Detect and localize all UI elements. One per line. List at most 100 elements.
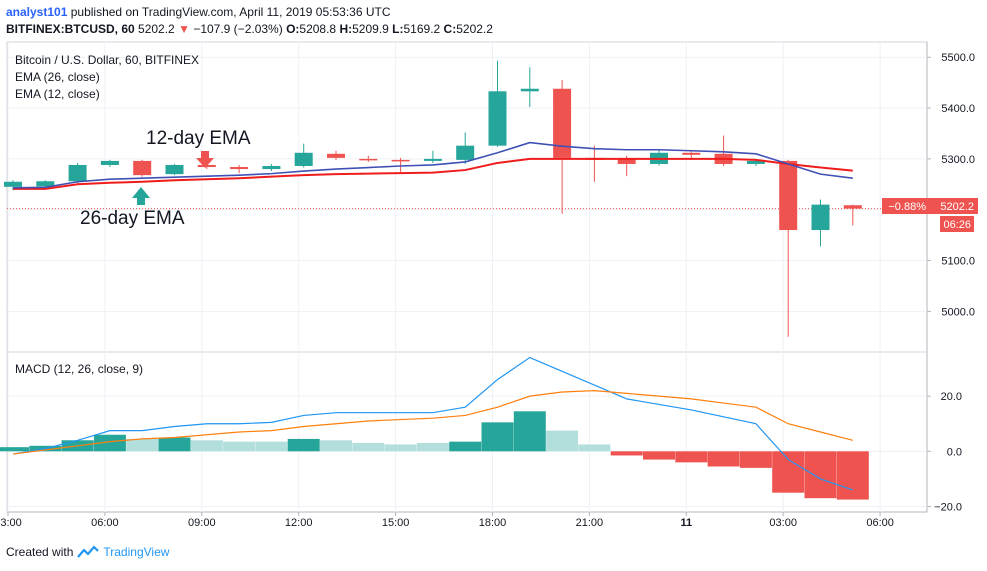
macd-histogram-bar [707,451,740,467]
macd-histogram [0,411,869,500]
publish-text: published on TradingView.com, April 11, … [70,5,391,19]
candle-body [423,158,442,161]
candle-body [520,88,539,92]
annotation-ema26: 26-day EMA [80,208,185,229]
candle-body [746,160,765,164]
symbol: BITFINEX:BTCUSD, 60 [6,22,135,36]
ohlc-line: BITFINEX:BTCUSD, 60 5202.2 ▼ −107.9 (−2.… [6,22,493,36]
macd-histogram-bar [481,422,514,452]
annotation-ema12: 12-day EMA [146,128,251,149]
macd-histogram-bar [836,451,869,500]
candle-body [327,153,345,158]
macd-histogram-bar [675,451,708,463]
open-label: O: [286,22,300,36]
candle-body [488,91,507,146]
publish-line: analyst101 published on TradingView.com,… [6,5,391,19]
price-badge [930,198,978,214]
high-label: H: [339,22,353,36]
candle-body [68,164,87,182]
macd-histogram-bar [320,440,352,452]
price-tick-label: 5400.0 [941,103,975,115]
macd-histogram-bar [772,451,805,493]
ema-series [12,141,853,190]
close-value: 5202.2 [456,22,493,36]
created-with-text: Created with [6,545,74,559]
up-arrow-icon [132,187,150,205]
time-tick-label: 06:00 [91,517,119,529]
macd-histogram-bar [610,451,643,456]
change-badge-text: −0.88% [888,201,926,213]
macd-histogram-bar [739,451,772,468]
high-value: 5209.9 [352,22,389,36]
legend-ema12: EMA (12, close) [15,87,100,101]
macd-histogram-bar [190,440,223,452]
time-axis-ticks: 03:00 06:00 09:00 12:00 15:00 18:00 21:00 11 03:… [0,512,894,529]
macd-lines [12,356,853,491]
last-price: 5202.2 [138,22,175,36]
candle-body [165,164,184,175]
price-badge-text: 5202.2 [940,201,974,213]
macd-line [12,356,853,491]
candle-body [197,164,216,168]
legend-macd: MACD (12, 26, close, 9) [15,362,143,376]
time-tick-label: 06:00 [866,517,894,529]
candle-body [553,88,572,158]
candle-body [133,160,152,176]
price-tick-label: 5100.0 [941,256,975,268]
candle-body [682,152,701,155]
candle-body [4,181,22,187]
ema26-line [13,157,853,190]
candle-body [456,145,475,160]
price-change: −107.9 (−2.03%) [193,22,283,36]
time-tick-label: 12:00 [285,517,313,529]
legend-title: Bitcoin / U.S. Dollar, 60, BITFINEX [15,53,199,67]
time-tick-label: 18:00 [479,517,507,529]
change-badge [882,198,930,214]
macd-histogram-bar [546,430,579,452]
candle-body [36,181,55,187]
time-tick-label: 15:00 [382,517,410,529]
time-tick-label: 03:00 [0,517,22,529]
candle-body [230,167,249,170]
footer: Created with TradingView [6,545,169,559]
open-value: 5208.8 [299,22,337,36]
price-tick-label: 5500.0 [941,52,975,64]
countdown-badge [940,216,974,232]
macd-histogram-bar [255,441,288,452]
candlestick-series [4,60,862,337]
macd-histogram-bar [384,444,417,452]
candle-body [391,159,410,162]
down-arrow-icon [196,151,214,168]
down-arrow-icon: ▼ [178,22,190,36]
macd-histogram-bar [643,451,675,460]
candle-body [617,158,636,164]
candle-body [779,160,798,231]
tradingview-brand[interactable]: TradingView [103,545,170,559]
macd-histogram-bar [93,434,126,452]
candle-body [359,158,378,161]
time-tick-label: 11 [680,517,692,529]
macd-histogram-bar [416,443,449,452]
countdown-text: 06:26 [943,219,971,231]
macd-histogram-bar [0,447,29,452]
macd-histogram-bar [804,451,837,499]
macd-histogram-bar [223,441,256,452]
author-name[interactable]: analyst101 [6,5,68,19]
candle-body [843,205,862,209]
macd-histogram-bar [352,443,385,452]
candle-body [294,152,313,166]
legend-ema26: EMA (26, close) [15,70,100,84]
time-tick-label: 21:00 [576,517,604,529]
macd-histogram-bar [449,441,482,452]
macd-histogram-bar [158,437,191,452]
macd-histogram-bar [126,438,159,452]
candle-body [811,204,830,231]
time-tick-label: 03:00 [769,517,797,529]
macd-histogram-bar [578,444,611,452]
price-tick-label: 5300.0 [941,154,975,166]
tradingview-logo-icon [77,545,100,558]
macd-histogram-bar [287,438,320,452]
close-label: C: [443,22,457,36]
